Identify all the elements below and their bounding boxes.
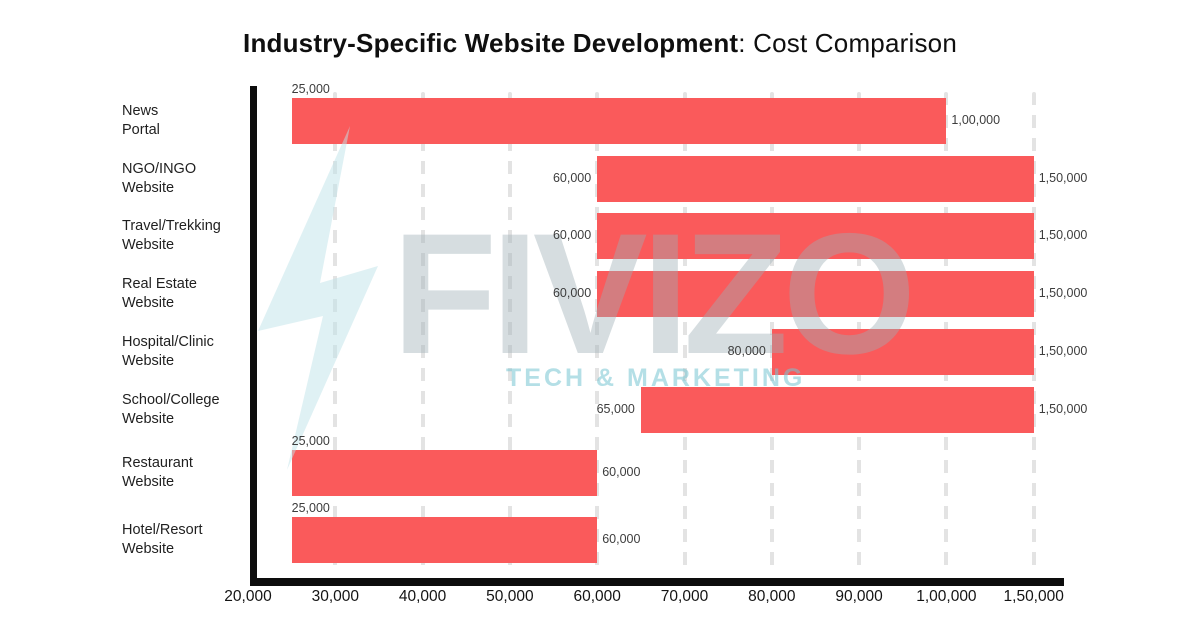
min-value-label: 25,000 xyxy=(291,434,330,448)
gridline xyxy=(1031,92,1036,574)
category-label-line: Website xyxy=(122,541,175,557)
max-value-label: 1,50,000 xyxy=(1038,228,1088,242)
chart-title: Industry-Specific Website Development: C… xyxy=(0,28,1200,59)
min-value-label: 25,000 xyxy=(291,501,330,515)
gridline xyxy=(682,92,687,574)
gridline xyxy=(507,92,512,574)
gridline xyxy=(333,92,338,574)
category-label: Hotel/Resort Website xyxy=(122,521,260,559)
cost-range-bar xyxy=(597,271,1034,317)
cost-range-bar xyxy=(597,213,1034,259)
category-label: School/College Website xyxy=(122,391,260,429)
cost-range-bar xyxy=(291,450,598,496)
x-tick-label: 50,000 xyxy=(486,588,534,605)
cost-range-bar xyxy=(771,329,1034,375)
cost-range-bar xyxy=(640,387,1034,433)
x-tick-label: 90,000 xyxy=(835,588,883,605)
category-label-line: Hotel/Resort xyxy=(122,522,203,538)
max-value-label: 1,00,000 xyxy=(951,113,1001,127)
category-label: Travel/Trekking Website xyxy=(122,217,260,255)
x-tick-label: 70,000 xyxy=(660,588,709,605)
max-value-label: 1,50,000 xyxy=(1038,402,1088,416)
category-label-line: Website xyxy=(122,353,175,369)
max-value-label: 60,000 xyxy=(602,465,641,479)
category-label-line: Portal xyxy=(122,122,160,138)
category-label-line: Restaurant xyxy=(122,455,193,471)
min-value-label: 60,000 xyxy=(552,228,592,242)
category-label-line: Website xyxy=(122,295,175,311)
x-tick-label: 80,000 xyxy=(748,588,796,605)
x-axis-line xyxy=(250,578,1064,586)
category-label: Restaurant Website xyxy=(122,454,260,492)
category-label-line: Hospital/Clinic xyxy=(122,334,214,350)
category-label: News Portal xyxy=(122,102,260,140)
min-value-label: 80,000 xyxy=(727,344,766,358)
category-label: Hospital/Clinic Website xyxy=(122,333,260,371)
min-value-label: 25,000 xyxy=(291,82,330,96)
category-label: NGO/INGO Website xyxy=(122,160,260,198)
category-label-line: School/College xyxy=(122,392,220,408)
category-label-line: News xyxy=(122,103,159,119)
cost-range-bar xyxy=(291,517,598,563)
category-label-line: Website xyxy=(122,474,175,490)
min-value-label: 60,000 xyxy=(552,286,592,300)
cost-range-bar xyxy=(291,98,947,144)
x-tick-label: 1,00,000 xyxy=(916,588,977,605)
category-label-line: Website xyxy=(122,237,175,253)
cost-range-bar xyxy=(597,156,1034,202)
chart-title-regular: : Cost Comparison xyxy=(738,28,957,58)
category-label: Real Estate Website xyxy=(122,275,260,313)
max-value-label: 1,50,000 xyxy=(1038,286,1088,300)
max-value-label: 60,000 xyxy=(602,532,641,546)
min-value-label: 60,000 xyxy=(552,171,592,185)
gridline xyxy=(595,92,600,574)
max-value-label: 1,50,000 xyxy=(1038,171,1088,185)
category-label-line: Website xyxy=(122,180,175,196)
x-tick-label: 40,000 xyxy=(398,588,447,605)
x-tick-label: 30,000 xyxy=(311,588,360,605)
min-value-label: 65,000 xyxy=(596,402,635,416)
max-value-label: 1,50,000 xyxy=(1038,344,1088,358)
x-tick-label: 60,000 xyxy=(573,588,621,605)
gridline xyxy=(420,92,425,574)
chart-title-bold: Industry-Specific Website Development xyxy=(243,28,739,58)
x-tick-label: 20,000 xyxy=(224,588,272,605)
category-label-line: Real Estate xyxy=(122,276,197,292)
x-tick-label: 1,50,000 xyxy=(1003,588,1064,605)
category-label-line: NGO/INGO xyxy=(122,161,197,177)
category-label-line: Website xyxy=(122,411,175,427)
y-axis-line xyxy=(250,86,257,586)
category-label-line: Travel/Trekking xyxy=(122,218,221,234)
